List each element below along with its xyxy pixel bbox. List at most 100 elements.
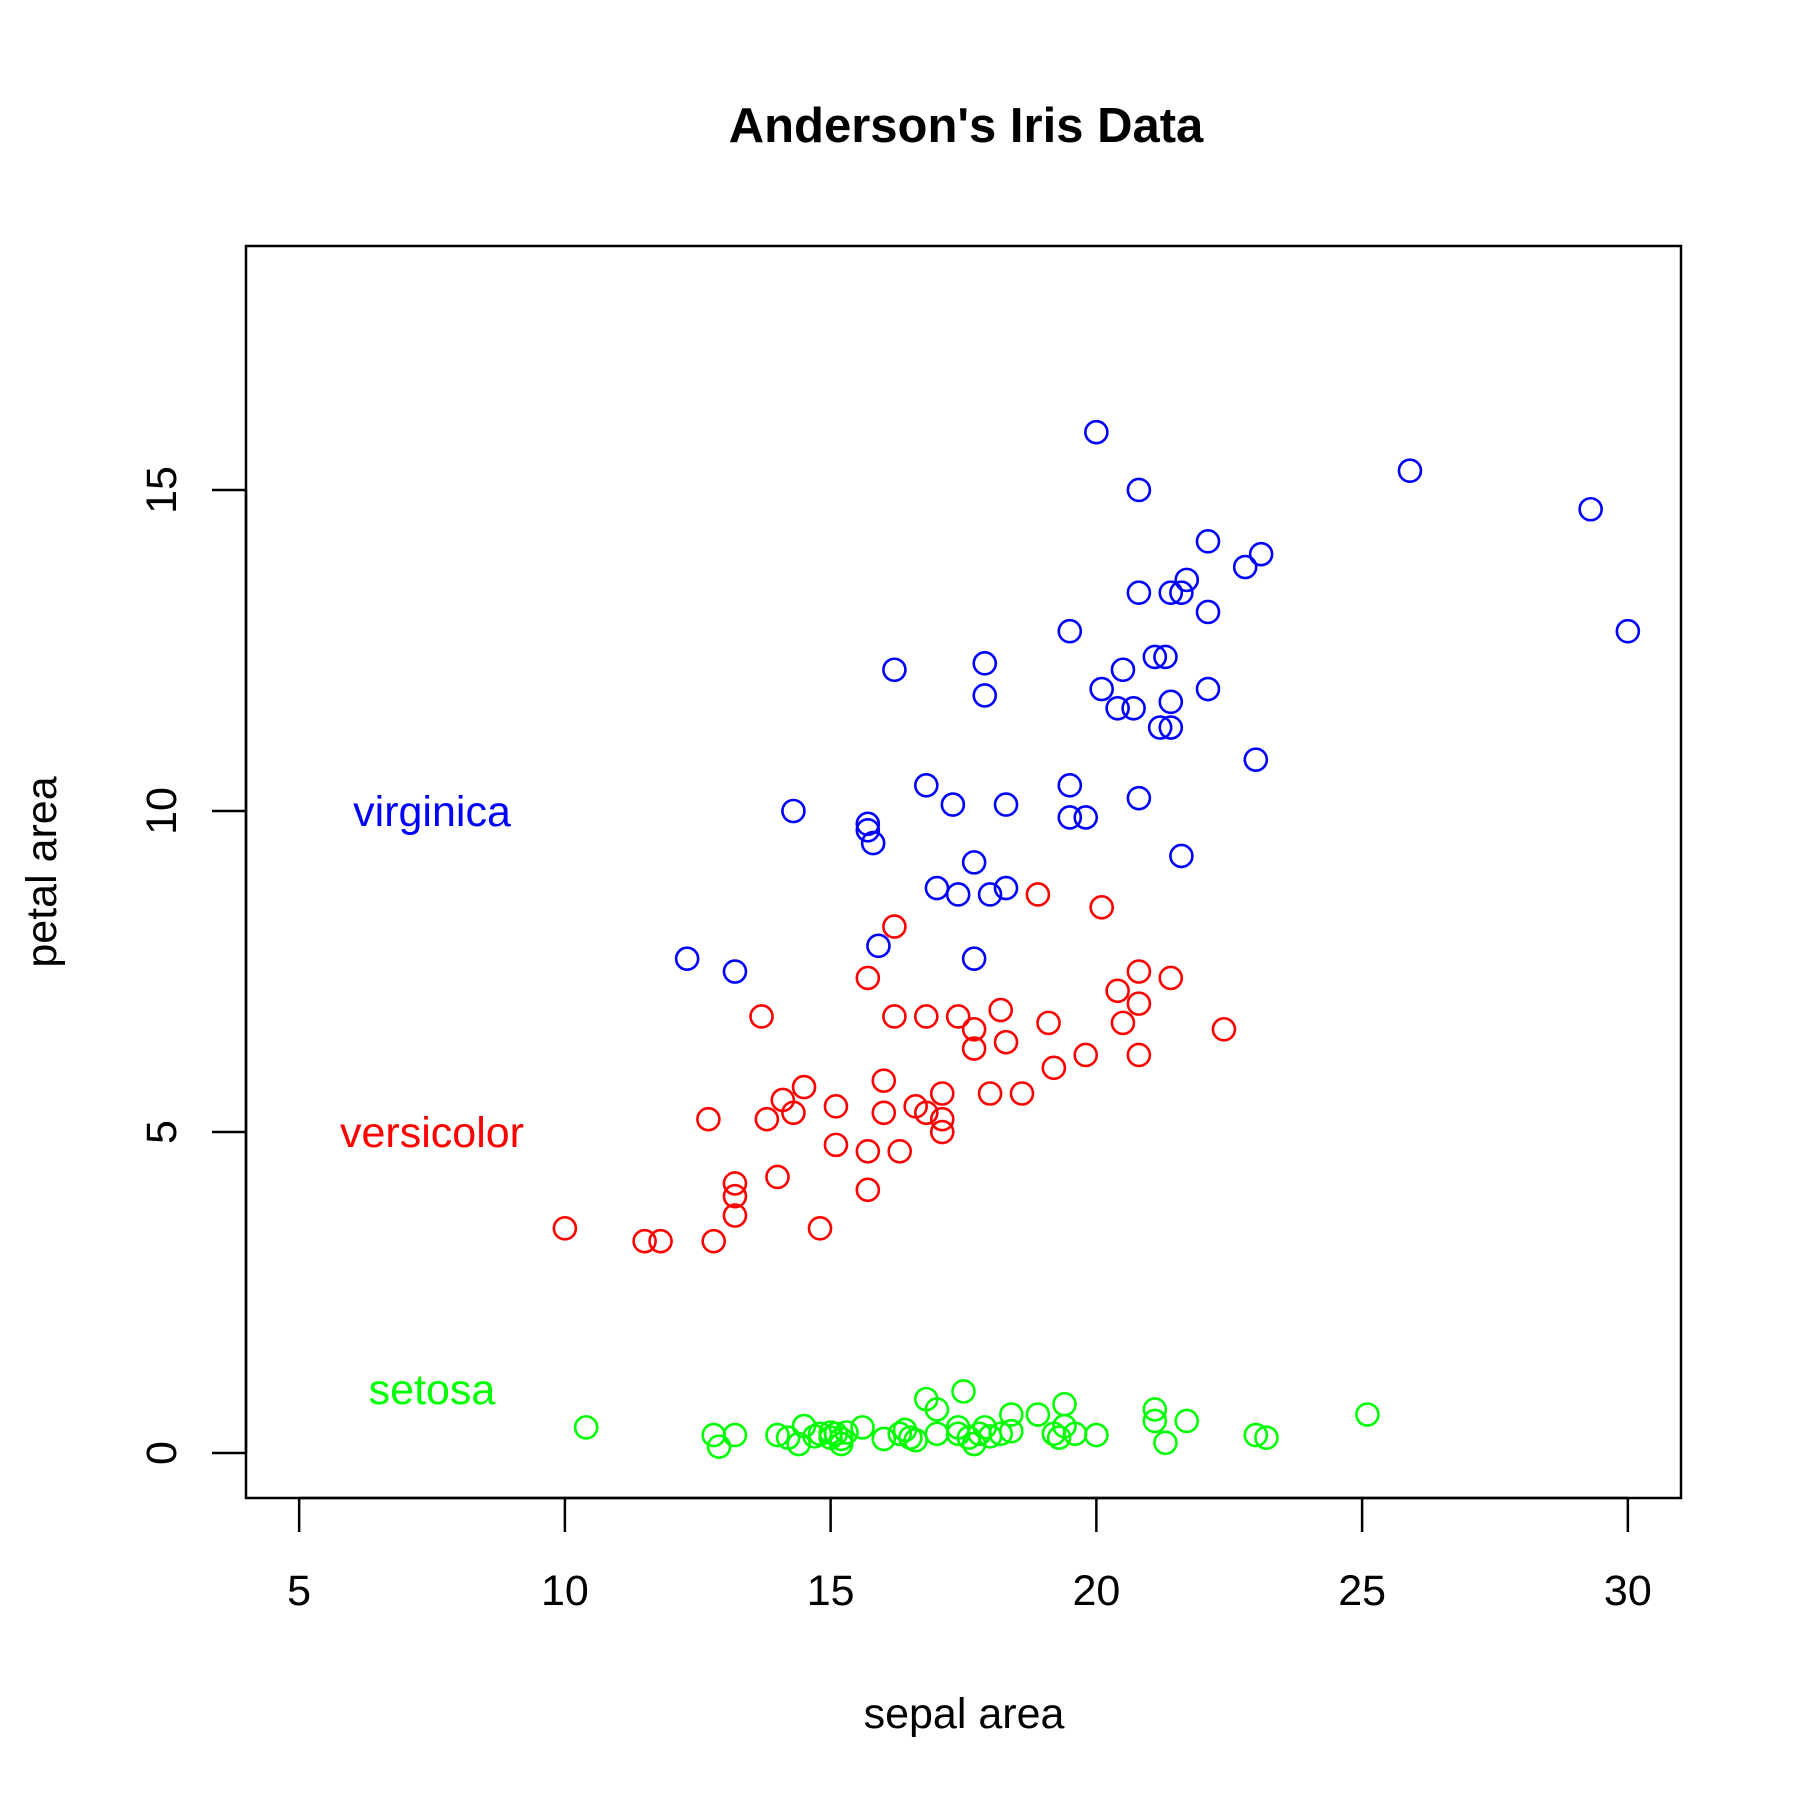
data-point (855, 965, 881, 991)
data-point (871, 1068, 897, 1093)
data-point (696, 1106, 721, 1132)
data-point (1009, 1081, 1035, 1106)
data-point (1057, 805, 1083, 830)
data-point (1126, 1042, 1152, 1068)
data-point (993, 1029, 1019, 1055)
data-point (1073, 805, 1099, 830)
data-point (781, 1100, 806, 1126)
data-point (929, 1119, 955, 1145)
data-point (1142, 644, 1168, 670)
data-point (860, 830, 886, 856)
data-point (1105, 695, 1130, 721)
species-label: virginica (353, 788, 511, 836)
data-point (1158, 689, 1184, 715)
x-tick-label: 10 (541, 1567, 589, 1615)
data-point (722, 1422, 748, 1448)
data-point (1041, 1055, 1067, 1081)
data-point (722, 1171, 748, 1196)
data-point (1254, 1425, 1279, 1450)
chart-title: Anderson's Iris Data (729, 99, 1204, 153)
data-point (781, 798, 806, 824)
data-point (1073, 1042, 1099, 1068)
data-point (722, 1183, 748, 1209)
data-point (887, 1138, 913, 1164)
data-point (993, 875, 1019, 901)
data-point (1126, 477, 1152, 503)
data-point (722, 959, 748, 984)
data-point (961, 1017, 987, 1042)
data-point (882, 1004, 907, 1029)
data-point (951, 1379, 976, 1404)
data-point (1243, 747, 1269, 772)
data-point (993, 792, 1019, 817)
data-point (552, 1216, 578, 1241)
data-point (765, 1164, 790, 1190)
data-point (1036, 1010, 1061, 1036)
data-point (1110, 657, 1136, 683)
data-point (972, 683, 998, 708)
data-point (1084, 419, 1109, 445)
data-point (924, 875, 950, 901)
data-point (977, 1081, 1003, 1106)
data-point (855, 817, 881, 843)
data-point (988, 1421, 1014, 1447)
data-point (855, 1138, 881, 1164)
data-point (765, 1422, 790, 1448)
data-point (1142, 1408, 1168, 1434)
x-axis-label: sepal area (864, 1690, 1065, 1738)
data-point (1126, 959, 1152, 984)
x-tick-label: 30 (1604, 1567, 1652, 1615)
data-point (999, 1402, 1024, 1427)
data-points (552, 419, 1641, 1459)
data-point (1126, 580, 1152, 606)
data-point (1195, 529, 1221, 554)
data-point (786, 1431, 812, 1457)
data-point (945, 882, 971, 907)
data-point (1169, 843, 1194, 869)
data-point (834, 1420, 859, 1445)
x-axis: 5 10 15 20 25 30 (287, 1496, 1652, 1615)
data-point (1195, 599, 1221, 625)
data-point (855, 1177, 881, 1203)
data-point (701, 1228, 727, 1254)
data-point (1105, 978, 1130, 1004)
data-point (1041, 1421, 1067, 1447)
data-point (1089, 895, 1114, 920)
data-point (1174, 567, 1200, 593)
data-point (1232, 554, 1258, 580)
y-tick-label: 5 (138, 1120, 186, 1144)
data-point (913, 1100, 939, 1126)
data-point (754, 1106, 780, 1132)
data-point (1243, 1422, 1269, 1448)
y-tick-label: 10 (138, 787, 186, 835)
data-point (1142, 1397, 1168, 1422)
data-point (1110, 1010, 1136, 1036)
data-point (1052, 1391, 1077, 1417)
data-point (977, 882, 1003, 907)
data-point (1084, 1422, 1109, 1448)
point-series (552, 882, 1237, 1254)
x-tick-label: 15 (807, 1567, 855, 1615)
data-point (648, 1228, 673, 1254)
data-point (1158, 715, 1184, 740)
data-point (871, 1426, 897, 1452)
data-point (1195, 676, 1221, 702)
data-point (850, 1415, 875, 1440)
data-point (1578, 496, 1603, 522)
data-point (632, 1228, 657, 1254)
data-point (871, 1100, 897, 1126)
y-axis-label: petal area (18, 776, 66, 967)
data-point (903, 1427, 928, 1453)
data-point (887, 1421, 913, 1447)
data-point (1121, 695, 1146, 721)
data-point (823, 1132, 849, 1158)
data-point (1089, 676, 1114, 702)
data-point (1158, 580, 1184, 606)
data-point (1355, 1402, 1380, 1427)
data-point (961, 850, 987, 875)
x-tick-label: 5 (287, 1567, 311, 1615)
data-point (1025, 1402, 1051, 1427)
data-point (1211, 1017, 1237, 1042)
data-point (961, 1431, 987, 1457)
point-series (573, 1379, 1380, 1459)
